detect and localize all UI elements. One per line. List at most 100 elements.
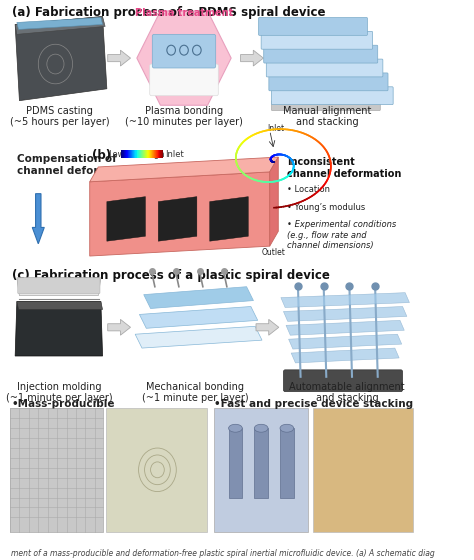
Text: Injection molding
(~1 minute per layer): Injection molding (~1 minute per layer) — [6, 382, 112, 403]
Polygon shape — [210, 197, 248, 241]
Ellipse shape — [228, 424, 242, 432]
Text: Automatable alignment
and stacking: Automatable alignment and stacking — [289, 382, 405, 403]
FancyArrow shape — [108, 319, 130, 335]
Text: • Young’s modulus: • Young’s modulus — [287, 203, 365, 212]
Text: Compensation of
channel deformation: Compensation of channel deformation — [17, 154, 140, 176]
Polygon shape — [291, 348, 399, 363]
Polygon shape — [139, 306, 258, 328]
Bar — [155, 150, 156, 158]
Polygon shape — [270, 157, 278, 246]
Bar — [126, 150, 127, 158]
Polygon shape — [137, 11, 231, 105]
Text: Inlet: Inlet — [267, 124, 284, 133]
FancyBboxPatch shape — [18, 278, 100, 293]
Bar — [125, 150, 126, 158]
Polygon shape — [281, 293, 410, 307]
Polygon shape — [135, 326, 262, 348]
Text: Outlet: Outlet — [261, 248, 285, 257]
Polygon shape — [283, 306, 407, 321]
Bar — [151, 150, 152, 158]
Text: •Fast and precise device stacking: •Fast and precise device stacking — [214, 399, 413, 409]
Bar — [138, 150, 139, 158]
Bar — [134, 150, 135, 158]
Ellipse shape — [280, 424, 294, 432]
Bar — [159, 150, 160, 158]
Bar — [121, 150, 122, 158]
Bar — [228, 428, 242, 497]
Bar — [141, 150, 142, 158]
Bar — [156, 150, 157, 158]
FancyBboxPatch shape — [269, 73, 388, 91]
Bar — [162, 150, 163, 158]
Bar — [149, 150, 150, 158]
Text: Low: Low — [108, 150, 124, 159]
FancyArrow shape — [108, 50, 130, 66]
Bar — [280, 428, 294, 497]
Text: Plasma treatment: Plasma treatment — [135, 8, 233, 17]
Text: • Experimental conditions
(e.g., flow rate and
channel dimensions): • Experimental conditions (e.g., flow ra… — [287, 221, 396, 250]
Text: ment of a mass-producible and deformation-free plastic spiral inertial microflui: ment of a mass-producible and deformatio… — [11, 549, 435, 558]
Text: Plasma bonding
(~10 minutes per layer): Plasma bonding (~10 minutes per layer) — [125, 106, 243, 127]
Bar — [143, 150, 144, 158]
FancyBboxPatch shape — [259, 17, 367, 35]
Bar — [160, 150, 161, 158]
Bar — [153, 150, 154, 158]
FancyBboxPatch shape — [152, 34, 216, 68]
Bar — [139, 150, 140, 158]
Bar — [142, 150, 143, 158]
Bar — [148, 150, 149, 158]
Polygon shape — [289, 334, 402, 349]
Bar — [136, 150, 137, 158]
Text: • Location: • Location — [287, 185, 330, 194]
Bar — [135, 150, 136, 158]
Polygon shape — [17, 17, 102, 29]
Bar — [150, 150, 151, 158]
Text: High: High — [146, 150, 165, 159]
Bar — [157, 150, 158, 158]
Bar — [147, 150, 148, 158]
Bar — [128, 150, 129, 158]
FancyBboxPatch shape — [261, 31, 373, 49]
Polygon shape — [158, 197, 197, 241]
Polygon shape — [17, 302, 102, 310]
FancyBboxPatch shape — [266, 59, 383, 77]
Polygon shape — [17, 278, 101, 296]
Bar — [131, 150, 132, 158]
Bar — [313, 408, 413, 532]
Polygon shape — [107, 197, 146, 241]
Text: PDMS casting
(~5 hours per layer): PDMS casting (~5 hours per layer) — [10, 106, 109, 127]
Bar — [132, 150, 133, 158]
Text: (a) Fabrication process of a PDMS spiral device: (a) Fabrication process of a PDMS spiral… — [12, 6, 325, 18]
FancyBboxPatch shape — [272, 101, 380, 110]
Bar — [152, 150, 153, 158]
FancyBboxPatch shape — [264, 45, 378, 63]
FancyBboxPatch shape — [150, 64, 219, 96]
Bar — [254, 428, 268, 497]
Bar — [137, 150, 138, 158]
Text: Mechanical bonding
(~1 minute per layer): Mechanical bonding (~1 minute per layer) — [142, 382, 248, 403]
Bar — [133, 150, 134, 158]
Bar — [214, 408, 308, 532]
Bar — [124, 150, 125, 158]
Bar — [146, 150, 147, 158]
Bar — [122, 150, 123, 158]
Polygon shape — [90, 172, 270, 256]
Text: •Mass-producible: •Mass-producible — [12, 399, 115, 409]
Bar — [140, 150, 141, 158]
Text: (b): (b) — [92, 149, 111, 162]
Polygon shape — [15, 17, 105, 34]
Polygon shape — [286, 320, 404, 335]
Polygon shape — [15, 302, 102, 356]
Bar — [154, 150, 155, 158]
FancyArrow shape — [32, 194, 44, 244]
FancyBboxPatch shape — [272, 87, 393, 105]
Text: Inconsistent
channel deformation: Inconsistent channel deformation — [287, 157, 401, 179]
Text: Inlet: Inlet — [165, 150, 184, 159]
FancyArrow shape — [241, 50, 264, 66]
Bar — [145, 150, 146, 158]
Polygon shape — [15, 17, 107, 101]
FancyBboxPatch shape — [283, 370, 402, 391]
Polygon shape — [144, 287, 254, 309]
Bar — [144, 150, 145, 158]
Bar — [10, 408, 102, 532]
